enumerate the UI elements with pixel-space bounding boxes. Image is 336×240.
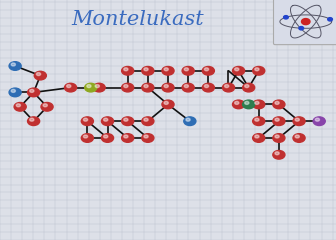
Circle shape — [162, 83, 174, 92]
Circle shape — [142, 66, 154, 75]
Circle shape — [87, 84, 91, 88]
Circle shape — [83, 118, 88, 121]
Circle shape — [95, 84, 99, 88]
Circle shape — [253, 100, 265, 109]
Circle shape — [162, 66, 174, 75]
Text: Montelukast: Montelukast — [72, 10, 204, 29]
Circle shape — [235, 68, 239, 71]
Circle shape — [295, 135, 299, 138]
Circle shape — [245, 101, 249, 104]
Circle shape — [11, 63, 15, 66]
Circle shape — [142, 117, 154, 126]
Circle shape — [202, 83, 214, 92]
Circle shape — [243, 83, 255, 92]
Circle shape — [233, 66, 245, 75]
Circle shape — [14, 102, 26, 111]
Circle shape — [202, 66, 214, 75]
Circle shape — [101, 134, 114, 142]
FancyBboxPatch shape — [274, 0, 336, 45]
Circle shape — [293, 134, 305, 142]
Circle shape — [122, 66, 134, 75]
Circle shape — [144, 118, 148, 121]
Circle shape — [255, 101, 259, 104]
Circle shape — [255, 135, 259, 138]
Circle shape — [204, 84, 209, 88]
Circle shape — [34, 71, 46, 80]
Circle shape — [83, 135, 88, 138]
Circle shape — [182, 83, 194, 92]
Circle shape — [93, 83, 105, 92]
Circle shape — [122, 117, 134, 126]
Circle shape — [273, 134, 285, 142]
Circle shape — [328, 18, 332, 21]
Circle shape — [9, 62, 21, 70]
Circle shape — [273, 100, 285, 109]
Circle shape — [142, 134, 154, 142]
Circle shape — [233, 100, 245, 109]
Circle shape — [30, 89, 34, 92]
Circle shape — [144, 135, 148, 138]
Circle shape — [235, 101, 239, 104]
Circle shape — [144, 84, 148, 88]
Circle shape — [253, 117, 265, 126]
Circle shape — [67, 84, 71, 88]
Circle shape — [81, 117, 93, 126]
Circle shape — [182, 66, 194, 75]
Circle shape — [245, 84, 249, 88]
Circle shape — [204, 68, 209, 71]
Circle shape — [284, 16, 288, 19]
Circle shape — [164, 84, 168, 88]
Circle shape — [28, 88, 40, 97]
Circle shape — [275, 152, 279, 155]
Circle shape — [253, 134, 265, 142]
Circle shape — [186, 118, 190, 121]
Circle shape — [16, 104, 20, 107]
Circle shape — [144, 68, 148, 71]
Circle shape — [124, 118, 128, 121]
Circle shape — [295, 118, 299, 121]
Circle shape — [124, 68, 128, 71]
Circle shape — [124, 84, 128, 88]
Circle shape — [85, 83, 97, 92]
Circle shape — [273, 117, 285, 126]
Circle shape — [313, 117, 325, 126]
Circle shape — [43, 104, 47, 107]
Circle shape — [122, 134, 134, 142]
Circle shape — [184, 84, 188, 88]
Circle shape — [142, 83, 154, 92]
Circle shape — [103, 135, 108, 138]
Circle shape — [299, 27, 304, 30]
Circle shape — [222, 83, 235, 92]
Circle shape — [301, 18, 310, 25]
Circle shape — [36, 72, 41, 76]
Circle shape — [11, 89, 15, 92]
Circle shape — [30, 118, 34, 121]
Circle shape — [273, 150, 285, 159]
Circle shape — [224, 84, 229, 88]
Circle shape — [28, 117, 40, 126]
Circle shape — [293, 117, 305, 126]
Circle shape — [164, 101, 168, 104]
Circle shape — [41, 102, 53, 111]
Circle shape — [255, 118, 259, 121]
Circle shape — [275, 101, 279, 104]
Circle shape — [164, 68, 168, 71]
Circle shape — [124, 135, 128, 138]
Circle shape — [81, 134, 93, 142]
Circle shape — [253, 66, 265, 75]
Circle shape — [122, 83, 134, 92]
Circle shape — [101, 117, 114, 126]
Circle shape — [9, 88, 21, 97]
Circle shape — [184, 117, 196, 126]
Circle shape — [65, 83, 77, 92]
Circle shape — [103, 118, 108, 121]
Circle shape — [243, 100, 255, 109]
Circle shape — [255, 68, 259, 71]
Circle shape — [184, 68, 188, 71]
Circle shape — [162, 100, 174, 109]
Circle shape — [275, 118, 279, 121]
Circle shape — [275, 135, 279, 138]
Circle shape — [315, 118, 320, 121]
